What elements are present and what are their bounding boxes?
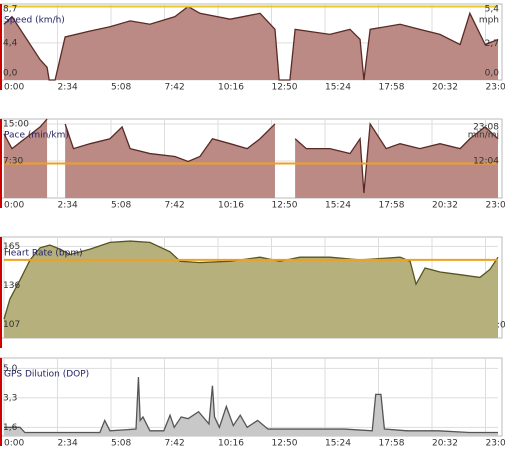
x-tick-label: 10:16: [218, 439, 244, 449]
y-tick-label: 0,0: [3, 69, 18, 79]
x-tick-label: 15:24: [325, 439, 351, 449]
y2-tick-label: 2,7: [485, 39, 499, 49]
x-tick-label: 12:50: [271, 83, 297, 93]
x-tick-label: 15:24: [325, 83, 351, 93]
x-tick-label: 20:32: [432, 201, 458, 211]
x-tick-label: 15:24: [325, 201, 351, 211]
x-tick-label: 10:16: [218, 201, 244, 211]
x-tick-label: 17:58: [378, 201, 404, 211]
x-tick-label: 23:06: [485, 439, 505, 449]
x-tick-label: 0:00: [4, 83, 24, 93]
area-line: [3, 118, 499, 194]
area-fill: [4, 377, 498, 436]
y2-tick-label: 0,0: [485, 69, 500, 79]
y-tick-label: 165: [3, 242, 20, 252]
panel-title: GPS Dilution (DOP): [4, 370, 89, 380]
x-tick-label: 2:34: [57, 439, 77, 449]
area-fill: [4, 6, 498, 81]
x-tick-label: 7:42: [164, 201, 184, 211]
x-tick-label: 23:06: [485, 83, 505, 93]
area-line: [3, 240, 499, 320]
x-tick-label: 17:58: [378, 83, 404, 93]
y2-tick-label: 5,4: [485, 5, 500, 15]
x-tick-label: 2:34: [57, 201, 77, 211]
x-tick-label: 23:06: [485, 201, 505, 211]
area-line: [3, 5, 499, 81]
area-line: [4, 377, 498, 434]
x-tick-label: 5:08: [111, 439, 131, 449]
area-fill: [4, 119, 498, 198]
y2-tick-label: 23:08: [473, 123, 499, 133]
y-tick-label: 136: [3, 281, 20, 291]
x-tick-label: 7:42: [164, 439, 184, 449]
y2-unit-label: min/mi: [468, 131, 499, 141]
y-tick-label: 4,4: [3, 38, 18, 48]
panel-title: Heart Rate (bpm): [4, 249, 83, 259]
x-tick-label: 10:16: [218, 83, 244, 93]
x-tick-label: 7:42: [164, 83, 184, 93]
x-tick-label: 12:50: [271, 439, 297, 449]
y-tick-label: 15:00: [3, 120, 29, 130]
y-tick-label: 3,3: [3, 393, 17, 403]
x-tick-label: 0:00: [4, 201, 24, 211]
y-tick-label: 107: [3, 320, 20, 330]
y-tick-label: 8,7: [3, 5, 17, 15]
x-tick-label: 12:50: [271, 201, 297, 211]
y-tick-label: 7:30: [3, 156, 23, 166]
panel-background: [0, 357, 503, 437]
x-tick-label: 20:32: [432, 83, 458, 93]
x-tick-label: 5:08: [111, 83, 131, 93]
x-tick-label: 0:00: [4, 439, 24, 449]
x-tick-label: 5:08: [111, 201, 131, 211]
y-tick-label: 1,6: [3, 423, 18, 433]
y2-tick-label: 12:04: [473, 156, 499, 166]
area-fill: [4, 241, 498, 338]
y2-unit-label: mph: [479, 16, 499, 26]
x-tick-label: 2:34: [57, 83, 77, 93]
panel-title: Speed (km/h): [4, 16, 65, 26]
y-tick-label: 5,0: [3, 364, 18, 374]
panel-title: Pace (min/km): [4, 131, 69, 141]
x-tick-label: 17:58: [378, 439, 404, 449]
x-tick-label: 20:32: [432, 439, 458, 449]
